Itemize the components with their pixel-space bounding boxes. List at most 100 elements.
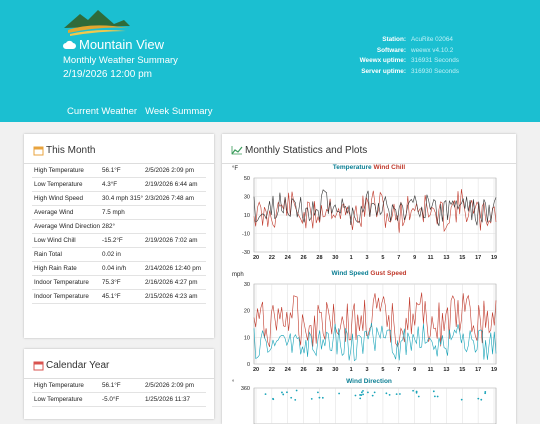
x-tick-label: 26 xyxy=(301,255,307,261)
data-point xyxy=(359,394,361,396)
info-row: Software: weewx v4.10.2 xyxy=(376,46,454,54)
series-line xyxy=(253,292,497,348)
x-tick-label: 9 xyxy=(413,255,416,261)
stat-label: High Wind Speed xyxy=(34,195,84,202)
stat-label: High Temperature xyxy=(34,167,84,174)
station-info: Station: AcuRite 02064 Software: weewx v4.… xyxy=(320,35,459,77)
stat-label: Indoor Temperature xyxy=(34,293,89,300)
stat-row: Indoor Temperature 75.3°F 2/16/2026 4:27 p… xyxy=(32,276,206,290)
data-point xyxy=(436,395,439,398)
stat-value: 0.04 in/h xyxy=(102,265,127,272)
y-tick-label: -30 xyxy=(242,250,250,256)
cloud-icon xyxy=(63,40,76,49)
nav-current-weather[interactable]: Current Weather xyxy=(67,106,138,117)
plots-card: Monthly Statistics and Plots Temperature… xyxy=(222,134,516,424)
x-tick-label: 5 xyxy=(381,255,384,261)
stat-time: 2/15/2026 4:23 am xyxy=(145,293,198,300)
y-tick-label: 20 xyxy=(244,309,250,315)
data-point xyxy=(412,389,415,392)
nav-week-summary[interactable]: Week Summary xyxy=(145,106,213,117)
stat-row: High Wind Speed 30.4 mph 315° 2/3/2026 7:4… xyxy=(32,192,206,206)
stat-value: -15.2°F xyxy=(102,237,123,244)
data-point xyxy=(460,398,463,401)
x-tick-label: 20 xyxy=(253,255,259,261)
data-point xyxy=(362,393,364,396)
stat-time xyxy=(145,209,205,217)
stat-row: Average Wind 7.5 mph xyxy=(32,206,206,220)
calendar-icon xyxy=(33,146,44,155)
data-point xyxy=(362,390,364,392)
plot-area xyxy=(253,283,497,365)
x-tick-label: 9 xyxy=(413,367,416,373)
info-row: Server uptime: 316930 Seconds xyxy=(361,67,459,75)
x-tick-label: 28 xyxy=(316,367,322,373)
y-tick-label: 10 xyxy=(244,213,250,219)
stat-row: High Temperature 56.1°F 2/5/2026 2:09 pm xyxy=(32,164,206,178)
stat-label: Low Temperature xyxy=(34,396,83,403)
stat-label: Low Wind Chill xyxy=(34,237,76,244)
y-tick-label: 30 xyxy=(244,282,250,288)
y-tick-label: -10 xyxy=(242,232,250,238)
data-point xyxy=(290,396,293,399)
y-unit: mph xyxy=(232,272,244,278)
data-point xyxy=(359,397,362,400)
x-tick-label: 7 xyxy=(397,367,400,373)
y-tick-label: 30 xyxy=(244,195,250,201)
stat-row: High Temperature 56.1°F 2/5/2026 2:09 pm xyxy=(32,379,206,393)
x-tick-label: 22 xyxy=(269,367,275,373)
data-point xyxy=(295,389,298,392)
x-tick-label: 1 xyxy=(350,255,353,261)
x-tick-label: 26 xyxy=(301,367,307,373)
x-tick-label: 17 xyxy=(475,255,481,261)
divider xyxy=(24,163,214,164)
data-point xyxy=(367,391,369,394)
data-point xyxy=(281,391,283,394)
y-unit: °F xyxy=(232,166,239,172)
x-tick-label: 30 xyxy=(332,255,338,261)
stat-value: 56.1°F xyxy=(102,167,121,174)
x-tick-label: 7 xyxy=(397,255,400,261)
stat-row: Low Wind Chill -15.2°F 2/19/2026 7:02 am xyxy=(32,234,206,248)
x-tick-label: 15 xyxy=(459,255,465,261)
data-point xyxy=(477,397,480,400)
y-tick-label: 0 xyxy=(247,362,250,368)
data-point xyxy=(310,397,313,400)
wind-direction-plot: Wind Direction ° 360 xyxy=(222,378,516,424)
stat-label: Average Wind Direction xyxy=(34,223,101,230)
data-point xyxy=(321,396,324,399)
stat-label: Low Temperature xyxy=(34,181,83,188)
data-point xyxy=(385,392,388,395)
x-tick-label: 11 xyxy=(428,255,434,261)
wind-plot: Wind Speed Gust Speed mph 30 20 10 0 20 22 24 2… xyxy=(222,270,516,373)
data-point xyxy=(354,394,357,397)
report-datetime: 2/19/2026 12:00 pm xyxy=(63,69,152,80)
x-tick-label: 13 xyxy=(443,367,449,373)
data-point xyxy=(388,393,391,396)
data-point xyxy=(433,395,436,398)
stat-value: 56.1°F xyxy=(102,382,121,389)
stat-time xyxy=(145,223,205,231)
divider xyxy=(222,163,516,164)
x-tick-label: 17 xyxy=(475,367,481,373)
info-row: Weewx uptime: 316931 Seconds xyxy=(359,57,459,64)
plot-area xyxy=(253,387,497,424)
data-point xyxy=(282,393,285,396)
temperature-plot: Temperature Wind Chill °F 50 30 10 -10 -30 20… xyxy=(222,164,516,261)
stat-value: 282° xyxy=(102,223,116,230)
data-point xyxy=(272,398,275,401)
plot-title: Wind Speed Gust Speed xyxy=(331,270,407,277)
stat-label: Indoor Temperature xyxy=(34,279,89,286)
data-point xyxy=(338,392,341,395)
x-tick-label: 28 xyxy=(316,255,322,261)
header: Mountain View Monthly Weather Summary 2/… xyxy=(0,0,540,122)
stat-row: Average Wind Direction 282° xyxy=(32,220,206,234)
info-row: Station: AcuRite 02064 xyxy=(382,36,453,43)
x-tick-label: 11 xyxy=(428,367,434,373)
stat-value: 4.3°F xyxy=(102,181,118,188)
data-point xyxy=(399,393,401,395)
x-tick-label: 3 xyxy=(366,255,369,261)
stat-time: 2/3/2026 7:48 am xyxy=(145,195,195,202)
station-title: Mountain View xyxy=(63,37,164,52)
card-title: Calendar Year xyxy=(24,349,214,372)
